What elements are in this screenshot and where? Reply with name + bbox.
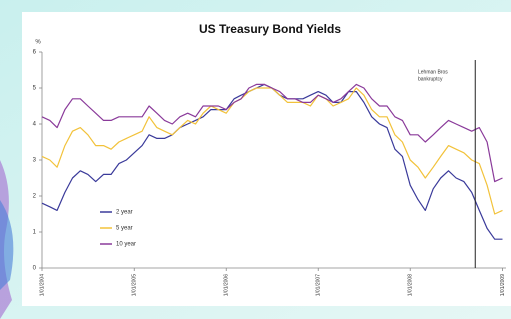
x-tick-label: 1/01/2008 (408, 274, 414, 296)
x-tick-label: 1/01/2006 (224, 274, 230, 296)
annotation-text: bankruptcy (418, 76, 443, 82)
annotation-text: Lehman Bros (418, 69, 448, 75)
plot-panel (22, 12, 511, 306)
legend-label: 5 year (116, 226, 133, 232)
chart: US Treasury Bond Yields % 01234561/01/20… (0, 0, 511, 319)
x-tick-label: 1/01/2004 (39, 274, 45, 296)
legend-label: 2 year (116, 210, 133, 216)
chart-title: US Treasury Bond Yields (199, 22, 341, 36)
legend-label: 10 year (116, 242, 136, 248)
x-tick-label: 1/01/2007 (316, 274, 322, 296)
x-tick-label: 1/01/2005 (132, 274, 138, 296)
x-tick-label: 1/01/2009 (500, 274, 506, 296)
y-axis-label: % (35, 40, 41, 46)
